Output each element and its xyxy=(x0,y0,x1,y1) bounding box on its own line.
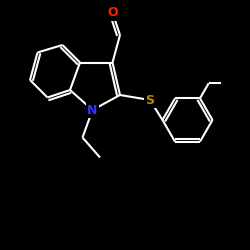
Text: S: S xyxy=(146,94,154,106)
Text: N: N xyxy=(87,104,98,117)
Text: O: O xyxy=(107,6,118,19)
